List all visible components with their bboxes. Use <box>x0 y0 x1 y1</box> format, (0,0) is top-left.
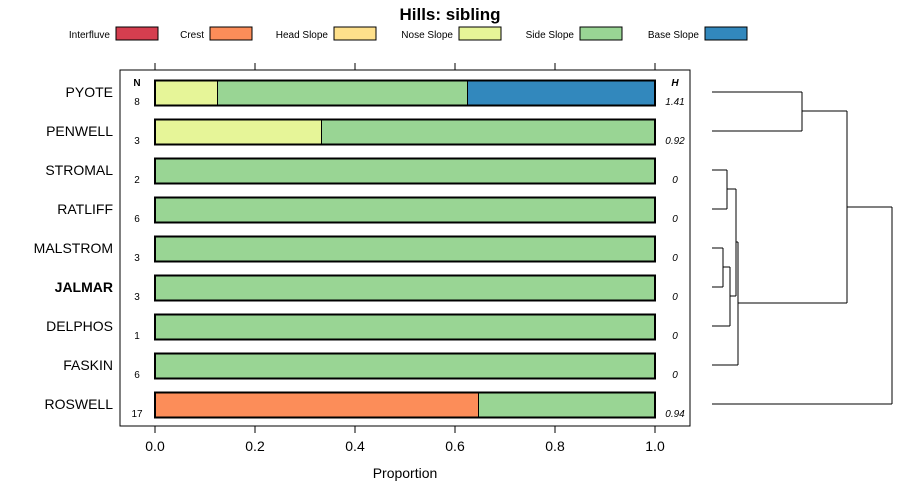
row-h-stromal: 0 <box>672 175 678 186</box>
legend-label-base-slope: Base Slope <box>648 30 700 41</box>
row-ratliff: RATLIFF 6 0 <box>57 196 678 225</box>
bar-segment-pyote-nose-slope <box>154 80 218 106</box>
row-n-ratliff: 6 <box>134 214 140 225</box>
row-n-stromal: 2 <box>134 175 140 186</box>
row-label-jalmar: JALMAR <box>55 279 113 295</box>
row-delphos: DELPHOS 1 0 <box>46 313 678 342</box>
row-label-penwell: PENWELL <box>46 123 113 139</box>
row-n-faskin: 6 <box>134 370 140 381</box>
legend-label-head-slope: Head Slope <box>276 30 329 41</box>
row-n-malstrom: 3 <box>134 253 140 264</box>
legend-swatch-interfluve <box>115 26 159 41</box>
bar-outline-delphos <box>154 313 656 341</box>
plot-frame <box>119 69 691 427</box>
x-tick-label-0-6: 0.6 <box>445 438 465 454</box>
h-column-header: H <box>671 78 679 89</box>
row-n-roswell: 17 <box>131 409 143 420</box>
x-axis: 0.0 0.2 0.4 0.6 0.8 1.0 <box>145 426 665 454</box>
bar-segment-roswell-side-slope <box>478 392 656 418</box>
bar-segment-roswell-crest <box>154 392 479 418</box>
bar-segment-penwell-side-slope <box>321 119 656 145</box>
row-faskin: FASKIN 6 0 <box>63 352 678 381</box>
legend-swatch-side-slope <box>579 26 623 41</box>
x-tick-label-0-2: 0.2 <box>245 438 265 454</box>
legend-swatch-crest <box>209 26 253 41</box>
row-n-delphos: 1 <box>134 331 140 342</box>
bar-outline-faskin <box>154 352 656 380</box>
legend-swatch-base-slope <box>704 26 748 41</box>
bar-segment-delphos-side-slope <box>154 314 656 340</box>
bar-outline-stromal <box>154 157 656 185</box>
row-h-jalmar: 0 <box>672 292 678 303</box>
bar-segment-jalmar-side-slope <box>154 275 656 301</box>
row-h-malstrom: 0 <box>672 253 678 264</box>
bar-outline-ratliff <box>154 196 656 224</box>
bar-segment-stromal-side-slope <box>154 158 656 184</box>
bar-outline-malstrom <box>154 235 656 263</box>
row-penwell: PENWELL 3 0.92 <box>46 118 685 147</box>
bars: PYOTE 8 1.41 PENWELL 3 0.92 STROMAL 2 0 RATLIFF 6 0… <box>34 79 685 420</box>
bar-segment-pyote-base-slope <box>467 80 656 106</box>
row-h-faskin: 0 <box>672 370 678 381</box>
bar-outline-pyote <box>154 79 656 107</box>
legend-swatch-nose-slope <box>458 26 502 41</box>
row-h-penwell: 0.92 <box>665 136 685 147</box>
row-roswell: ROSWELL 17 0.94 <box>45 391 685 420</box>
bar-segment-pyote-side-slope <box>217 80 468 106</box>
n-column-header: N <box>133 78 140 89</box>
row-jalmar: JALMAR 3 0 <box>55 274 678 303</box>
row-label-delphos: DELPHOS <box>46 318 113 334</box>
bar-segment-penwell-nose-slope <box>154 119 322 145</box>
row-label-roswell: ROSWELL <box>45 396 114 412</box>
legend-label-nose-slope: Nose Slope <box>401 30 453 41</box>
legend: Interfluve Crest Head Slope Nose Slope Side … <box>69 26 748 41</box>
dendrogram <box>712 91 893 405</box>
row-h-pyote: 1.41 <box>665 97 684 108</box>
row-label-malstrom: MALSTROM <box>34 240 113 256</box>
x-axis-title: Proportion <box>373 465 438 481</box>
legend-label-side-slope: Side Slope <box>526 30 575 41</box>
row-label-pyote: PYOTE <box>66 84 113 100</box>
row-n-penwell: 3 <box>134 136 140 147</box>
legend-label-interfluve: Interfluve <box>69 30 111 41</box>
chart-title: Hills: sibling <box>399 5 500 24</box>
row-pyote: PYOTE 8 1.41 <box>66 79 685 108</box>
bar-outline-jalmar <box>154 274 656 302</box>
row-stromal: STROMAL 2 0 <box>45 157 678 186</box>
row-label-ratliff: RATLIFF <box>57 201 113 217</box>
row-label-stromal: STROMAL <box>45 162 113 178</box>
row-n-pyote: 8 <box>134 97 140 108</box>
bar-outline-penwell <box>154 118 656 146</box>
bar-segment-ratliff-side-slope <box>154 197 656 223</box>
row-h-ratliff: 0 <box>672 214 678 225</box>
bar-outline-roswell <box>154 391 656 419</box>
x-tick-label-0-4: 0.4 <box>345 438 365 454</box>
bar-segment-faskin-side-slope <box>154 353 656 379</box>
x-tick-label-0-8: 0.8 <box>545 438 565 454</box>
x-tick-label-0-0: 0.0 <box>145 438 165 454</box>
row-label-faskin: FASKIN <box>63 357 113 373</box>
bar-segment-malstrom-side-slope <box>154 236 656 262</box>
row-h-roswell: 0.94 <box>665 409 685 420</box>
top-axis-ticks <box>154 63 656 70</box>
row-n-jalmar: 3 <box>134 292 140 303</box>
legend-label-crest: Crest <box>180 30 204 41</box>
row-h-delphos: 0 <box>672 331 678 342</box>
row-malstrom: MALSTROM 3 0 <box>34 235 678 264</box>
legend-swatch-head-slope <box>333 26 377 41</box>
x-tick-label-1-0: 1.0 <box>645 438 665 454</box>
